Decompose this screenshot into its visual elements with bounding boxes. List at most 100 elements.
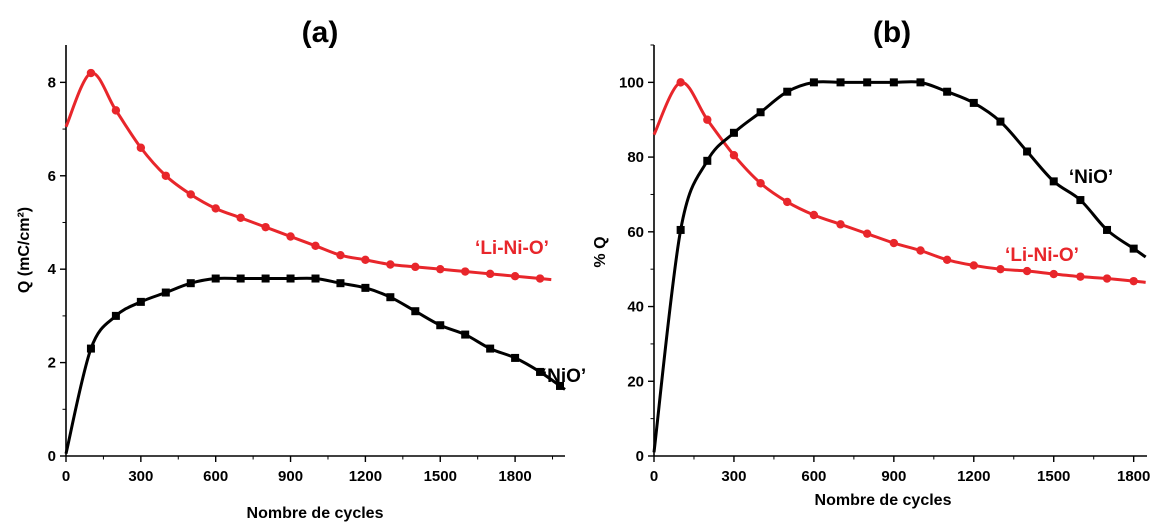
x-tick-label: 300	[721, 468, 746, 485]
data-point	[836, 220, 845, 229]
data-point	[836, 78, 845, 87]
data-point	[186, 190, 195, 199]
data-point	[1076, 272, 1085, 281]
data-point	[211, 274, 220, 283]
data-point	[756, 179, 765, 188]
data-point	[386, 260, 395, 269]
x-axis-label: Nombre de cycles	[247, 505, 384, 522]
data-point	[461, 267, 470, 276]
data-point	[236, 274, 245, 283]
x-tick-label: 900	[278, 468, 303, 485]
panel-title: (a)	[302, 16, 339, 49]
data-point	[942, 255, 952, 265]
data-point	[211, 204, 220, 213]
y-tick-label: 2	[48, 355, 56, 372]
data-point	[286, 274, 295, 283]
data-point	[889, 78, 898, 87]
data-point	[311, 274, 320, 283]
chart-panel-a: (a) Nombre de cycles Q (mC/cm²) ‘Li-Ni-O…	[16, 16, 586, 522]
data-point	[889, 238, 899, 248]
data-point	[485, 269, 495, 279]
data-point	[1102, 274, 1112, 283]
data-point	[336, 279, 345, 288]
data-point	[136, 143, 146, 152]
data-point	[86, 344, 95, 353]
y-tick-label: 6	[48, 168, 56, 185]
data-point	[186, 279, 195, 288]
data-point	[969, 261, 978, 270]
data-point	[676, 225, 685, 234]
y-tick-label: 0	[636, 448, 644, 465]
x-tick-label: 1500	[1037, 468, 1070, 485]
series-label-li-ni-o: ‘Li-Ni-O’	[1005, 245, 1079, 266]
series-line	[64, 276, 566, 455]
y-tick-label: 80	[627, 149, 644, 166]
data-point	[969, 98, 978, 107]
series-label-li-ni-o: ‘Li-Ni-O’	[475, 238, 549, 259]
data-point	[996, 117, 1005, 126]
data-point	[783, 87, 792, 96]
chart-panel-b: (b) Nombre de cycles % Q ‘NiO’ ‘Li-Ni-O’…	[592, 16, 1150, 509]
data-point	[943, 87, 952, 96]
data-point	[486, 344, 495, 353]
panel-title: (b)	[873, 16, 911, 49]
y-axis-label: % Q	[592, 236, 609, 267]
data-point	[1049, 269, 1058, 279]
data-point	[286, 232, 295, 241]
data-point	[261, 222, 270, 232]
series-label-nio: ‘NiO’	[1069, 167, 1113, 188]
x-tick-label: 300	[128, 468, 153, 485]
y-tick-label: 20	[627, 373, 644, 390]
data-point	[436, 264, 445, 274]
x-tick-label: 0	[650, 468, 658, 485]
y-tick-label: 8	[48, 74, 56, 91]
data-point	[809, 78, 818, 87]
data-point	[916, 246, 925, 255]
data-point	[261, 274, 270, 283]
x-tick-label: 1200	[957, 468, 990, 485]
data-point	[1129, 244, 1138, 253]
data-point	[729, 128, 738, 137]
data-point	[411, 262, 420, 272]
data-point	[510, 271, 520, 281]
data-point	[1129, 276, 1138, 286]
data-point	[436, 321, 445, 330]
data-point	[783, 197, 792, 207]
y-axis-label: Q (mC/cm²)	[16, 207, 33, 293]
x-tick-label: 1200	[349, 468, 382, 485]
data-point	[411, 307, 420, 316]
data-point	[996, 264, 1005, 274]
x-tick-label: 1800	[498, 468, 531, 485]
y-tick-label: 60	[627, 224, 644, 241]
data-point	[1076, 196, 1085, 205]
data-point	[161, 288, 170, 297]
data-point	[236, 213, 245, 223]
data-point	[336, 250, 345, 260]
data-point	[536, 367, 545, 376]
data-point	[676, 78, 685, 87]
x-tick-label: 600	[801, 468, 826, 485]
y-tick-label: 40	[627, 299, 644, 316]
y-tick-label: 4	[48, 261, 57, 278]
data-point	[703, 115, 712, 124]
x-axis-label: Nombre de cycles	[815, 492, 952, 509]
data-point	[756, 108, 765, 117]
data-point	[535, 274, 545, 283]
data-point	[311, 241, 320, 251]
x-tick-label: 1500	[424, 468, 457, 485]
data-point	[809, 210, 819, 220]
data-point	[1022, 266, 1032, 276]
data-point	[136, 297, 145, 306]
data-point	[111, 311, 120, 320]
data-point	[863, 78, 872, 87]
data-point	[916, 78, 925, 87]
x-tick-label: 600	[203, 468, 228, 485]
data-point	[862, 229, 872, 238]
y-tick-label: 0	[48, 448, 56, 465]
data-point	[703, 156, 712, 165]
data-point	[729, 151, 739, 160]
data-point	[1049, 177, 1058, 186]
data-point	[361, 283, 370, 292]
data-point	[1103, 225, 1112, 234]
